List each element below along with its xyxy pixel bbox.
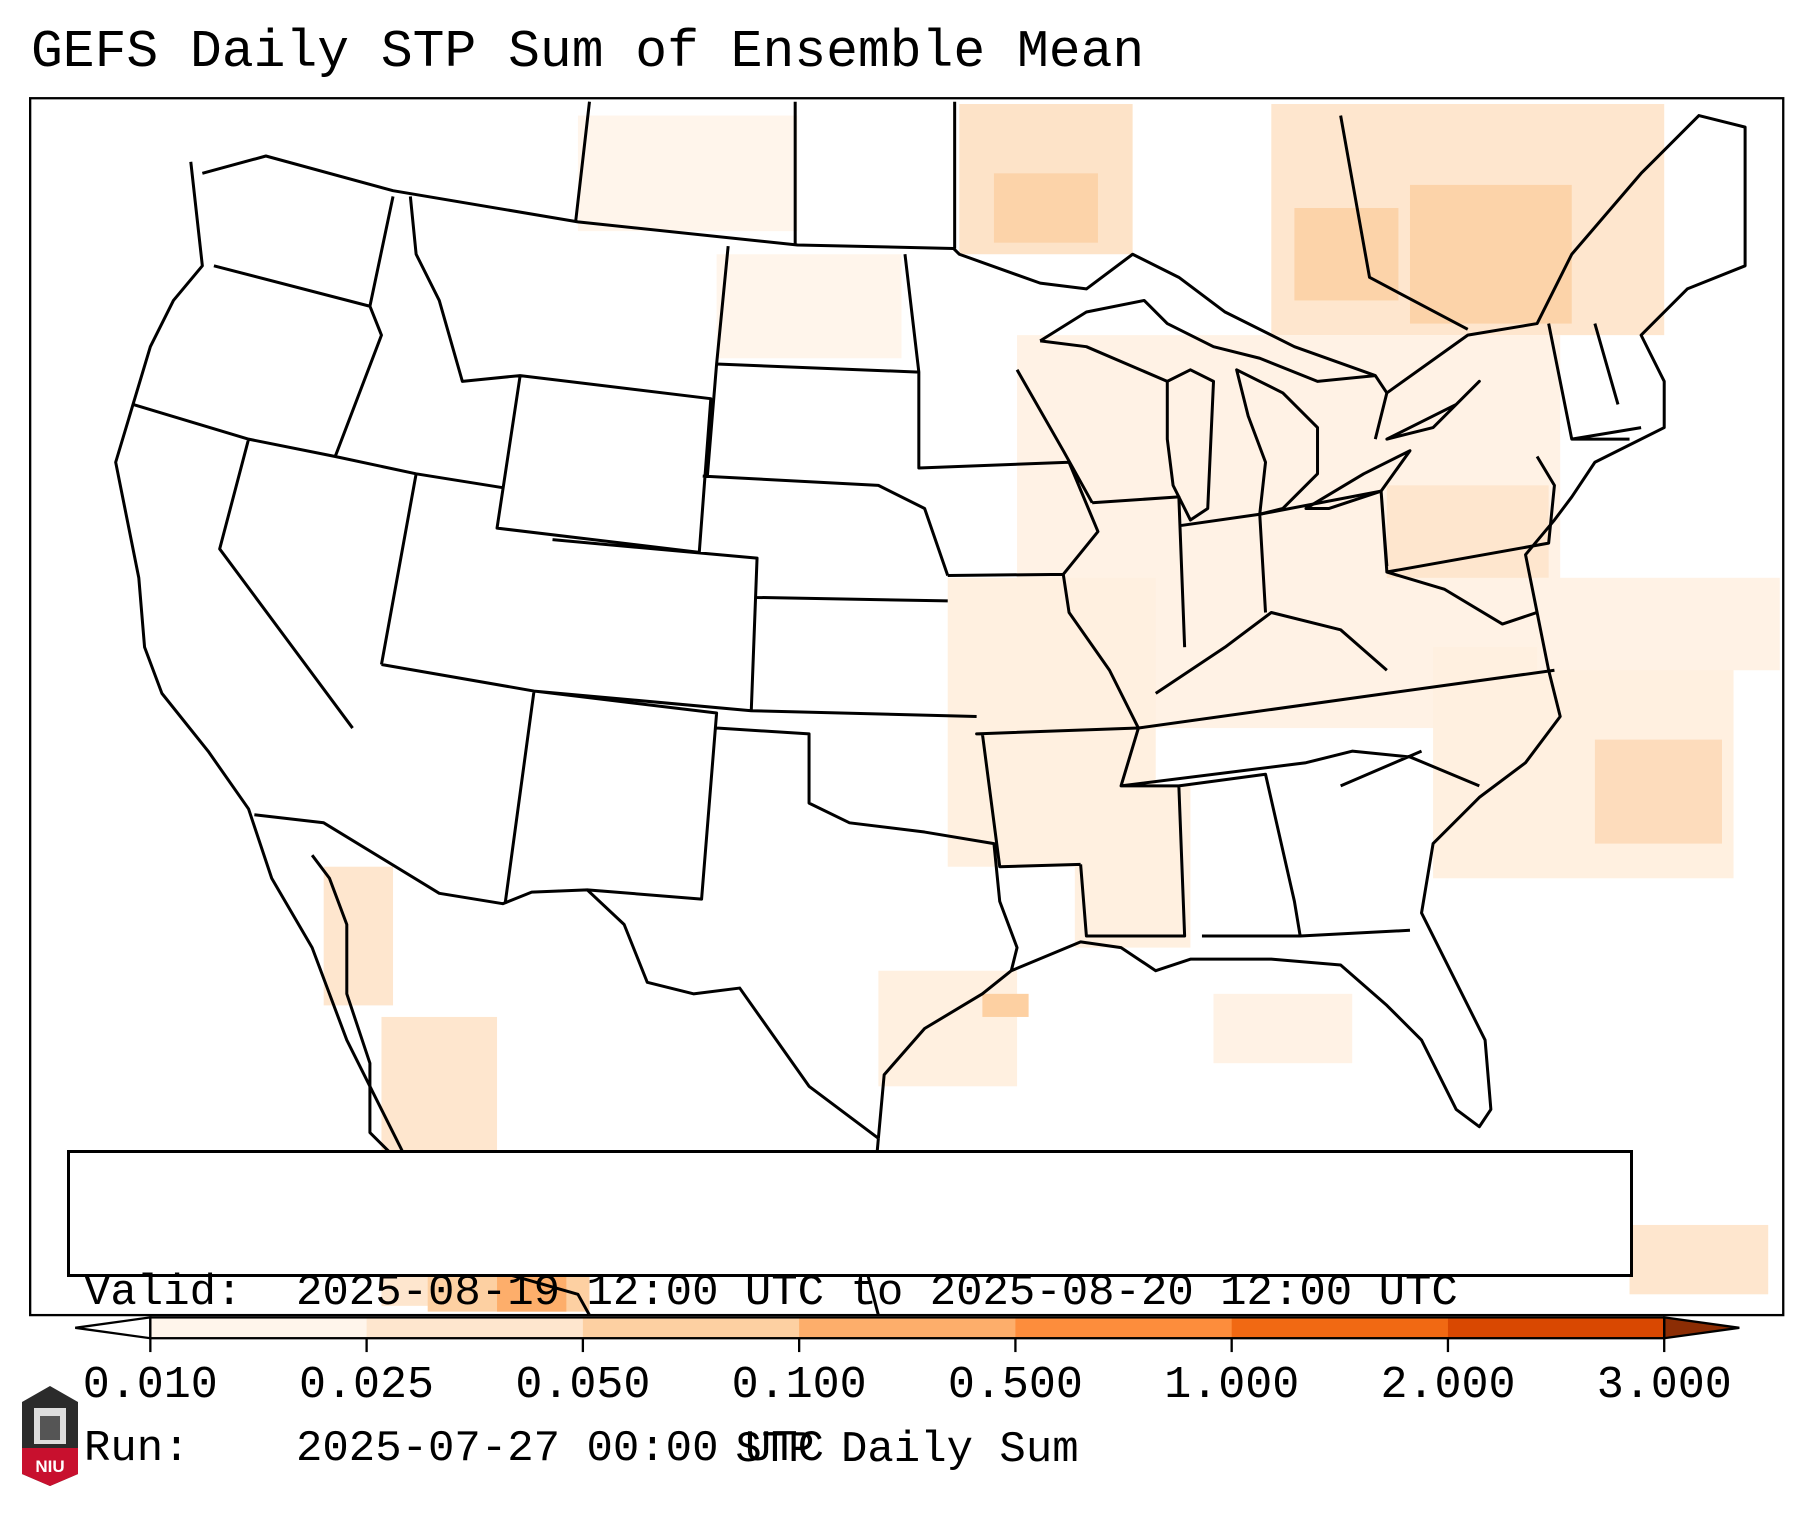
colorbar-tick-label: 0.025 <box>299 1360 435 1411</box>
valid-range: 2025-08-19 12:00 UTC to 2025-08-20 12:00… <box>296 1268 1458 1318</box>
run-time: 2025-07-27 00:00 UTC <box>296 1424 825 1474</box>
run-label: Run: <box>84 1424 190 1474</box>
colorbar-tick-label: 2.000 <box>1380 1360 1516 1411</box>
colorbar-segment <box>1231 1317 1449 1339</box>
state-lines <box>132 196 1642 972</box>
colorbar-segment <box>582 1317 800 1339</box>
colorbar-tick-label: 3.000 <box>1596 1360 1732 1411</box>
colorbar-tick-label: 0.050 <box>515 1360 651 1411</box>
niu-logo: NIU <box>22 1386 78 1486</box>
coastline <box>114 161 591 1316</box>
colorbar-segment <box>799 1317 1016 1339</box>
colorbar <box>75 1316 1740 1353</box>
colorbar-segment <box>150 1317 368 1339</box>
colorbar-tick-label: 0.010 <box>82 1360 218 1411</box>
gulf-coast <box>876 114 1747 1139</box>
valid-run-info-box: Valid: 2025-08-19 12:00 UTC to 2025-08-20… <box>67 1150 1633 1474</box>
colorbar-label: STP Daily Sum <box>735 1425 1079 1475</box>
colorbar-tick-label: 0.100 <box>731 1360 867 1411</box>
colorbar-tick-label: 1.000 <box>1164 1360 1300 1411</box>
canada-border <box>201 154 1389 394</box>
colorbar-outline <box>149 1316 1666 1340</box>
colorbar-segment <box>1015 1317 1233 1339</box>
colorbar-segment <box>1447 1317 1665 1339</box>
colorbar-tick-label: 0.500 <box>947 1360 1083 1411</box>
map-boundaries <box>114 101 1747 1316</box>
mexico-border <box>254 813 880 1140</box>
valid-label: Valid: <box>84 1268 243 1318</box>
colorbar-over-extend <box>1663 1316 1740 1340</box>
colorbar-segment <box>366 1317 584 1339</box>
baja-coast <box>310 854 395 1157</box>
map-frame <box>29 97 1785 1317</box>
map-title: GEFS Daily STP Sum of Ensemble Mean <box>31 22 1145 82</box>
svg-text:NIU: NIU <box>35 1457 64 1476</box>
